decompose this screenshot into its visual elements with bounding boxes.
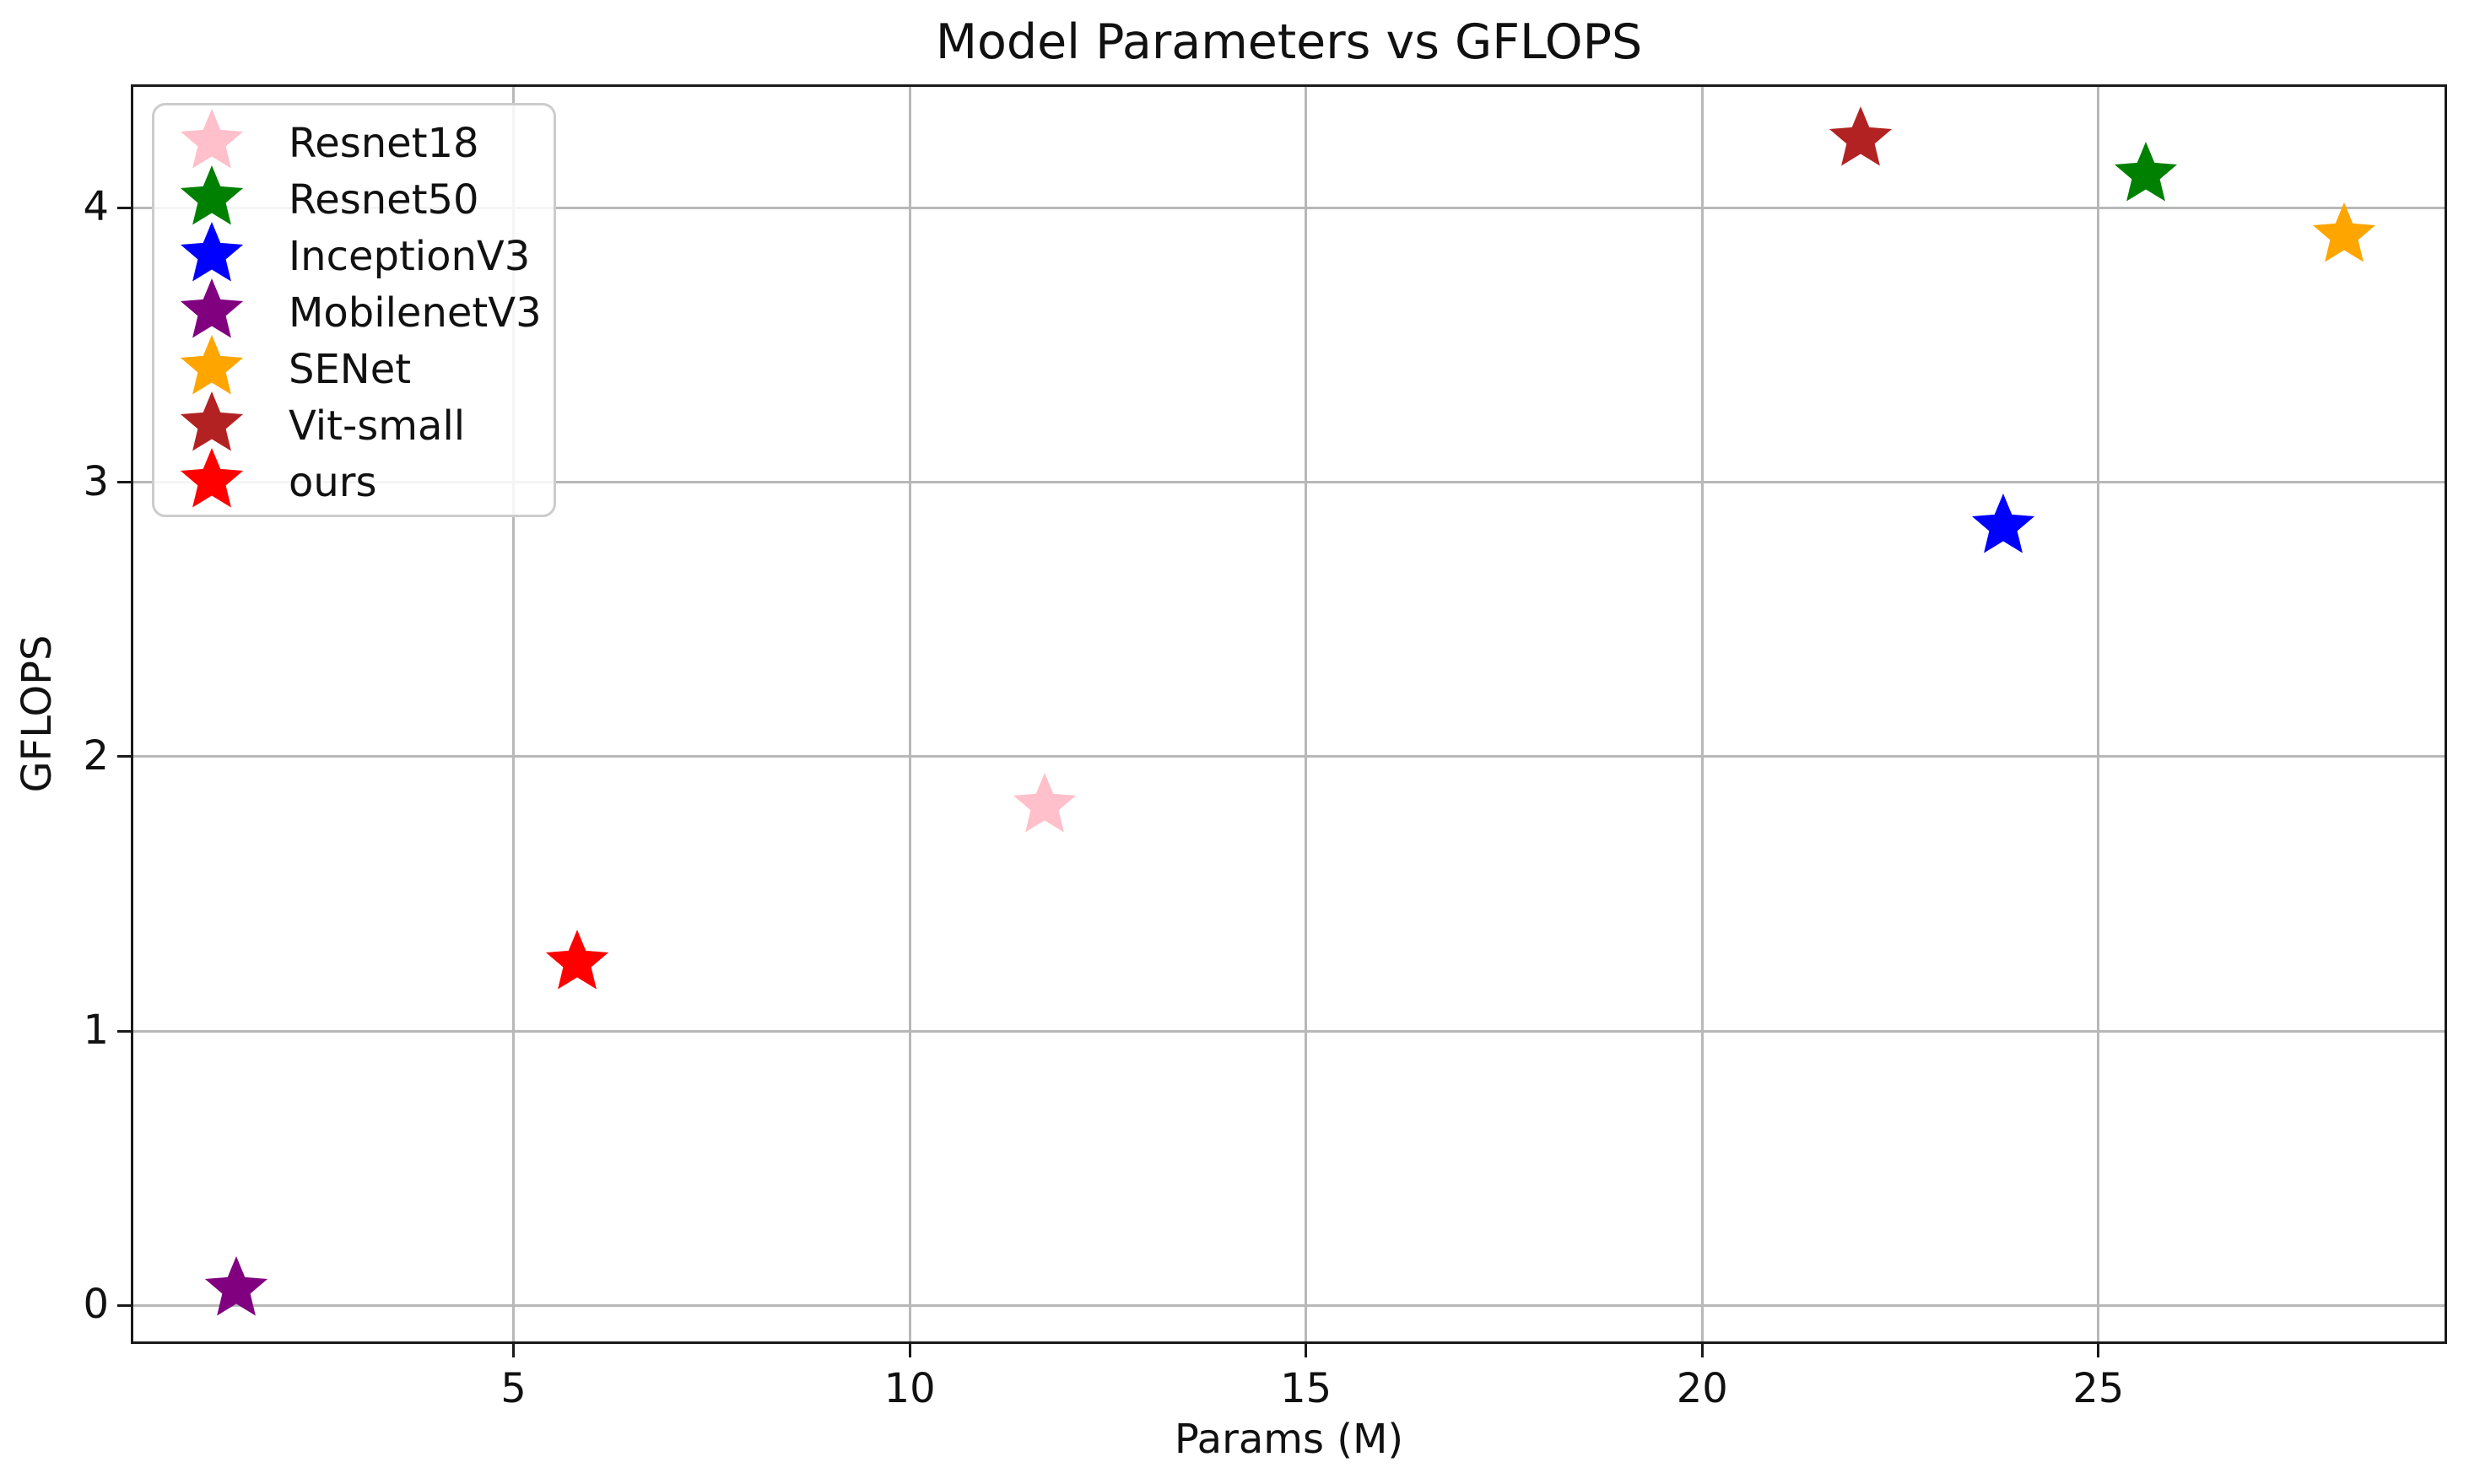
legend-marker [176, 276, 247, 350]
legend-item-resnet50: Resnet50 [154, 165, 554, 228]
gridline-y-3 [131, 481, 2447, 484]
star-icon [180, 221, 244, 282]
star-icon [180, 447, 244, 508]
x-tick-mark-25 [2097, 1344, 2100, 1357]
star-icon [545, 929, 608, 990]
data-point-vit-small [1825, 104, 1896, 175]
y-tick-mark-3 [117, 481, 131, 484]
legend-item-senet: SENet [154, 334, 554, 397]
legend-item-mobilenetv3: MobilenetV3 [154, 278, 554, 341]
star-icon [1972, 493, 2035, 553]
star-icon [1829, 106, 1893, 166]
gridline-y-0 [131, 1303, 2447, 1307]
y-tick-label-0: 0 [83, 1281, 109, 1329]
x-tick-label-5: 5 [500, 1365, 527, 1412]
star-icon [2312, 202, 2375, 262]
star-icon [180, 391, 244, 451]
x-tick-mark-5 [512, 1344, 516, 1357]
star-icon [1013, 773, 1076, 834]
legend-label: Resnet50 [289, 175, 479, 224]
star-icon [204, 1255, 267, 1316]
x-tick-label-25: 25 [2072, 1365, 2125, 1412]
data-point-inceptionv3 [1968, 491, 2039, 562]
x-tick-mark-15 [1305, 1344, 1308, 1357]
legend-label: MobilenetV3 [289, 289, 542, 337]
y-tick-mark-2 [117, 755, 131, 758]
star-icon [180, 108, 244, 169]
data-point-resnet50 [2110, 139, 2181, 210]
x-tick-label-15: 15 [1280, 1365, 1332, 1412]
chart-title: Model Parameters vs GFLOPS [935, 14, 1643, 70]
star-icon [180, 334, 244, 395]
x-tick-mark-10 [908, 1344, 911, 1357]
x-tick-label-20: 20 [1676, 1365, 1728, 1412]
legend-label: SENet [289, 345, 412, 393]
y-tick-mark-1 [117, 1029, 131, 1033]
y-axis-label: GFLOPS [14, 634, 61, 793]
gridline-x-25 [2097, 84, 2100, 1344]
x-tick-label-10: 10 [883, 1365, 936, 1412]
plot-area [131, 84, 2447, 1344]
gridline-x-5 [512, 84, 516, 1344]
legend-item-vit-small: Vit-small [154, 391, 554, 454]
legend-label: ours [289, 458, 377, 506]
data-point-mobilenetv3 [201, 1254, 272, 1325]
y-tick-label-4: 4 [83, 183, 109, 231]
legend-marker [176, 445, 247, 520]
star-icon [2115, 142, 2178, 202]
legend-label: InceptionV3 [289, 232, 531, 280]
legend-item-inceptionv3: InceptionV3 [154, 221, 554, 284]
legend-marker [176, 219, 247, 294]
legend-item-resnet18: Resnet18 [154, 108, 554, 171]
legend-marker [176, 106, 247, 181]
x-tick-mark-20 [1700, 1344, 1704, 1357]
gridline-x-15 [1305, 84, 1308, 1344]
star-icon [180, 278, 244, 338]
y-tick-mark-4 [117, 206, 131, 209]
legend-label: Resnet18 [289, 119, 479, 167]
y-tick-mark-0 [117, 1303, 131, 1307]
legend-marker [176, 332, 247, 407]
data-point-senet [2309, 200, 2380, 271]
gridline-y-1 [131, 1029, 2447, 1033]
star-icon [180, 165, 244, 225]
gridline-y-4 [131, 206, 2447, 209]
data-point-ours [542, 927, 613, 998]
legend-item-ours: ours [154, 447, 554, 510]
gridline-y-2 [131, 755, 2447, 758]
y-tick-label-2: 2 [83, 731, 109, 780]
y-tick-label-1: 1 [83, 1006, 109, 1055]
data-point-resnet18 [1009, 770, 1080, 841]
x-axis-label: Params (M) [1174, 1416, 1404, 1463]
legend-label: Vit-small [289, 402, 466, 450]
legend: Resnet18 Resnet50 InceptionV3 MobilenetV3 SE… [152, 103, 556, 517]
gridline-x-10 [908, 84, 911, 1344]
gridline-x-20 [1700, 84, 1704, 1344]
legend-marker [176, 389, 247, 463]
y-tick-label-3: 3 [83, 457, 109, 505]
legend-marker [176, 163, 247, 237]
